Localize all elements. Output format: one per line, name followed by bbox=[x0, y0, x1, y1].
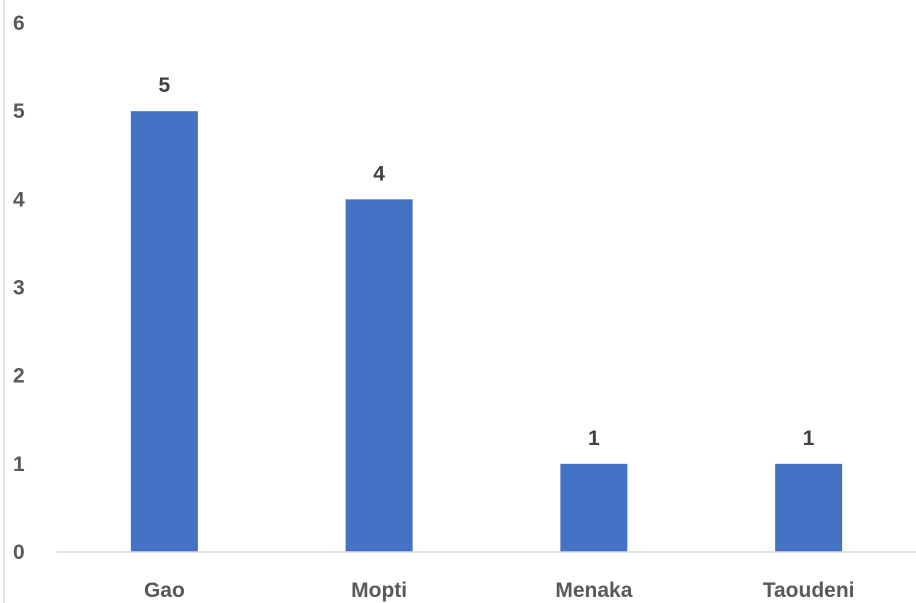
bar-taoudeni bbox=[775, 463, 843, 552]
bar-menaka bbox=[560, 463, 628, 552]
y-tick-label: 1 bbox=[13, 453, 25, 476]
data-label: 5 bbox=[159, 74, 171, 97]
y-tick-label: 3 bbox=[13, 277, 25, 300]
bar-gao bbox=[130, 111, 198, 553]
y-tick-label: 2 bbox=[13, 365, 25, 388]
data-label: 4 bbox=[373, 162, 385, 185]
data-label: 1 bbox=[803, 427, 815, 450]
data-label: 1 bbox=[588, 427, 600, 450]
x-axis-categories: Gao Mopti Menaka Taoudeni bbox=[144, 579, 855, 602]
y-tick-label: 5 bbox=[13, 100, 25, 123]
y-tick-label: 0 bbox=[13, 541, 25, 564]
x-category-label: Mopti bbox=[351, 579, 407, 602]
data-labels: 5 4 1 1 bbox=[159, 74, 815, 450]
bars bbox=[130, 111, 843, 553]
y-tick-label: 6 bbox=[13, 12, 25, 35]
x-category-label: Taoudeni bbox=[763, 579, 855, 602]
y-tick-label: 4 bbox=[13, 188, 25, 211]
bar-mopti bbox=[345, 199, 413, 553]
y-axis-ticks: 0 1 2 3 4 5 6 bbox=[13, 12, 25, 564]
x-category-label: Gao bbox=[144, 579, 185, 602]
x-category-label: Menaka bbox=[555, 579, 632, 602]
